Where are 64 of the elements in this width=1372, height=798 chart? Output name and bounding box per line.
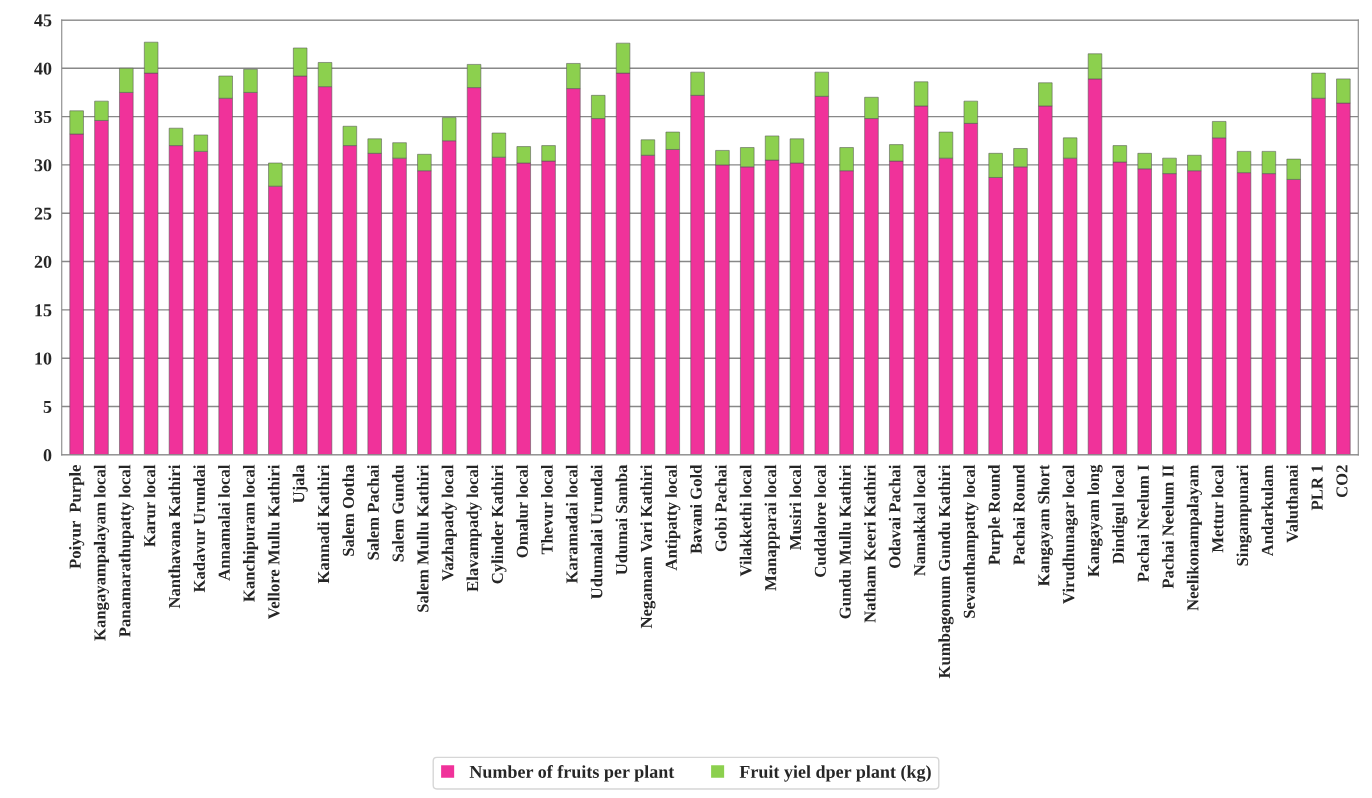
y-tick-label: 10 xyxy=(35,352,52,365)
x-tick-label: Panamarathupatty local xyxy=(118,464,134,637)
x-tick-label: Valuthanai xyxy=(1286,464,1298,543)
x-tick-label: Andarkulam xyxy=(1261,464,1274,557)
legend-label: Fruit yiel dper plant (kg) xyxy=(739,765,931,782)
x-tick-label: Cylinder Kathiri xyxy=(491,464,507,584)
x-tick-label: Thevur local xyxy=(541,464,553,555)
x-tick-label: Mettur local xyxy=(1211,464,1224,553)
x-tick-label: Salem Mullu Kathiri xyxy=(416,464,429,612)
x-tick-label: Negamam Vari Kathiri xyxy=(640,464,656,629)
y-tick-label: 30 xyxy=(34,159,52,172)
x-tick-label: Manapparai local xyxy=(764,464,780,591)
x-tick-label: Elavampady local xyxy=(466,464,482,592)
x-tick-label: Kumbagonum Gundu Kathiri xyxy=(938,464,954,679)
x-tick-label: Salem Gundu xyxy=(391,465,404,562)
x-tick-label: Vilakkethi local xyxy=(739,464,752,577)
x-tick-label: Vazhapady local xyxy=(441,464,457,581)
x-tick-label: Gobi Pachai xyxy=(714,464,727,552)
x-tick-label: Udumalai Urundai xyxy=(590,464,603,599)
x-tick-label: Natham Keeri Kathiri xyxy=(863,464,876,623)
legend-label: Number of fruits per plant xyxy=(469,765,675,782)
y-tick-label: 5 xyxy=(43,400,52,413)
x-tick-label: Gundu Mullu Kathiri xyxy=(839,464,851,619)
x-tick-label: Antipatty local xyxy=(665,464,681,571)
x-tick-label: CO2 xyxy=(1336,465,1348,498)
y-tick-label: 20 xyxy=(34,255,52,269)
x-tick-label: Kangayampalayam local xyxy=(93,464,110,641)
y-tick-label: 40 xyxy=(34,62,52,75)
y-tick-label: 25 xyxy=(34,207,52,220)
x-tick-label: Dindigul local xyxy=(1112,464,1128,564)
x-tick-label: Poiyur Purple xyxy=(69,465,85,569)
x-tick-label: Purple Round xyxy=(988,464,1004,565)
x-tick-label: Vellore Mullu Kathiri xyxy=(267,464,280,620)
x-tick-label: Annamalai local xyxy=(218,464,230,581)
x-tick-label: Namakkal local xyxy=(913,464,926,576)
x-tick-label: Cuddalore local xyxy=(814,464,826,577)
y-tick-label: 45 xyxy=(34,14,52,27)
x-tick-label: Pachai Round xyxy=(1012,464,1025,565)
y-tick-label: 0 xyxy=(43,449,52,462)
x-tick-label: Salem Ootha xyxy=(342,464,355,556)
x-tick-label: Neelikonampalayam xyxy=(1186,464,1202,611)
x-tick-label: Pachai Neelum I xyxy=(1137,465,1149,582)
x-tick-label: Karamadai local xyxy=(565,464,578,584)
x-tick-label: Pachai Neelum II xyxy=(1161,465,1174,589)
x-tick-label: Salem Pachai xyxy=(367,464,379,560)
x-tick-label: Odavai Pachai xyxy=(888,464,901,568)
x-tick-label: Nanthavana Kathiri xyxy=(168,464,181,609)
x-tick-label: Virudhunagar local xyxy=(1062,464,1078,604)
x-tick-label: Bavani Gold xyxy=(690,464,702,554)
x-tick-label: Kanchipuram local xyxy=(242,464,259,602)
y-tick-label: 35 xyxy=(34,110,52,124)
x-tick-label: Kannadi Kathiri xyxy=(317,464,330,584)
x-tick-label: PLR 1 xyxy=(1311,465,1323,511)
x-tick-label: Omalur local xyxy=(516,464,528,558)
x-tick-label: Kadavur Urundai xyxy=(193,464,206,593)
x-tick-label: Kangayam long xyxy=(1087,464,1103,577)
x-tick-label: Musiri local xyxy=(789,464,802,550)
x-tick-label: Singampunari xyxy=(1236,464,1252,566)
y-tick-label: 15 xyxy=(35,304,52,317)
x-tick-label: Ujala xyxy=(292,464,308,504)
x-tick-label: Sevanthampatty local xyxy=(963,464,979,618)
x-tick-label: Karur local xyxy=(143,464,156,547)
x-tick-label: Kangayam Short xyxy=(1037,464,1053,587)
x-tick-label: Udumai Samba xyxy=(615,464,628,575)
